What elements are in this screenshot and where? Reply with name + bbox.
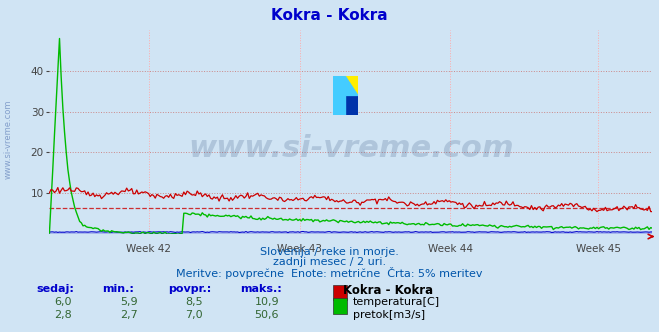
Text: 5,9: 5,9 [120,297,137,307]
Polygon shape [345,76,358,96]
Text: www.si-vreme.com: www.si-vreme.com [3,100,13,179]
Text: 6,0: 6,0 [54,297,71,307]
Text: www.si-vreme.com: www.si-vreme.com [188,134,514,163]
Text: 2,8: 2,8 [54,310,71,320]
Text: 50,6: 50,6 [254,310,279,320]
Text: 8,5: 8,5 [186,297,203,307]
Text: Slovenija / reke in morje.: Slovenija / reke in morje. [260,247,399,257]
Polygon shape [345,76,358,96]
Text: 7,0: 7,0 [186,310,203,320]
Text: maks.:: maks.: [241,284,282,294]
Text: Meritve: povprečne  Enote: metrične  Črta: 5% meritev: Meritve: povprečne Enote: metrične Črta:… [176,267,483,279]
Polygon shape [345,76,358,96]
Text: Week 42: Week 42 [127,244,171,254]
Text: 10,9: 10,9 [254,297,279,307]
Text: Kokra - Kokra: Kokra - Kokra [272,8,387,23]
Polygon shape [333,96,345,115]
Polygon shape [345,96,358,115]
Text: Week 43: Week 43 [277,244,322,254]
Text: Week 44: Week 44 [428,244,473,254]
Text: Week 45: Week 45 [576,244,621,254]
Text: min.:: min.: [102,284,134,294]
Polygon shape [333,76,345,96]
Text: Kokra - Kokra: Kokra - Kokra [343,284,433,297]
Text: sedaj:: sedaj: [36,284,74,294]
Text: povpr.:: povpr.: [168,284,212,294]
Text: pretok[m3/s]: pretok[m3/s] [353,310,424,320]
Text: 2,7: 2,7 [120,310,137,320]
Text: temperatura[C]: temperatura[C] [353,297,440,307]
Text: zadnji mesec / 2 uri.: zadnji mesec / 2 uri. [273,257,386,267]
